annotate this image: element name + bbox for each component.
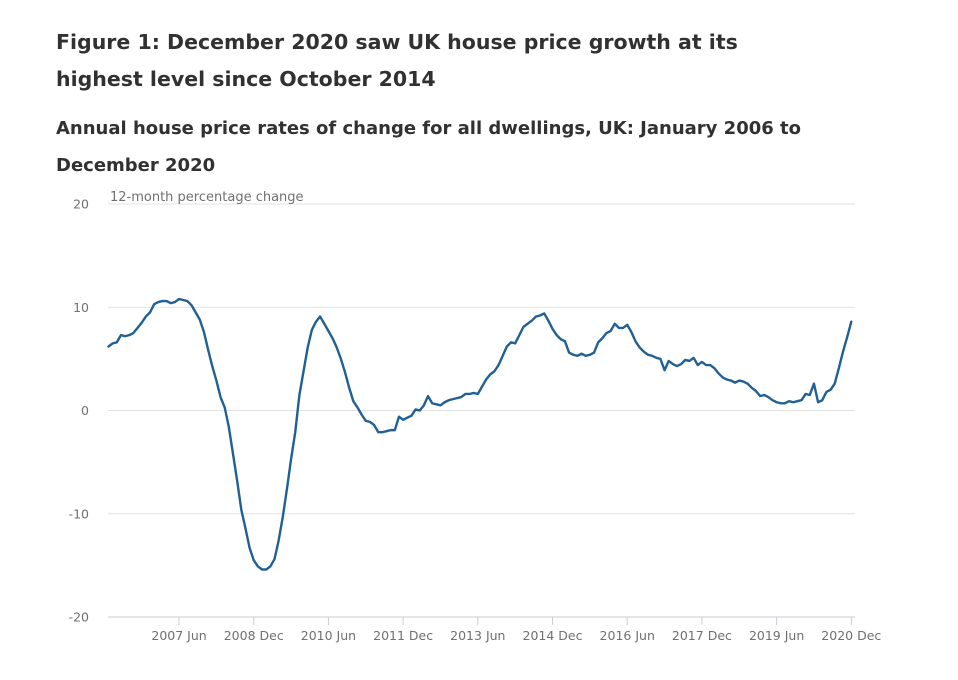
y-tick-label: 20	[73, 197, 89, 212]
figure-subtitle: Annual house price rates of change for a…	[56, 118, 802, 176]
y-tick-label: 0	[81, 403, 89, 418]
x-tick-label: 2020 Dec	[821, 628, 881, 643]
series-layer	[107, 297, 853, 571]
series-points	[108, 298, 852, 570]
y-tick-label: 10	[73, 300, 89, 315]
x-tick-label: 2014 Dec	[523, 628, 583, 643]
x-tick-label: 2011 Dec	[373, 628, 433, 643]
x-tick-label: 2013 Jun	[450, 628, 505, 643]
x-axis: 2007 Jun 2008 Dec 2010 Jun 2011 Dec 2013 Jun…	[151, 617, 881, 643]
y-tick-label: -10	[69, 506, 89, 521]
figure-title: Figure 1: December 2020 saw UK house pri…	[56, 30, 738, 91]
y-axis: 20 10 0 -10 -20	[69, 197, 89, 625]
x-tick-label: 2019 Jun	[749, 628, 804, 643]
x-tick-label: 2007 Jun	[151, 628, 206, 643]
x-tick-label: 2010 Jun	[301, 628, 356, 643]
y-axis-title: 12-month percentage change	[110, 190, 304, 205]
x-tick-label: 2017 Dec	[672, 628, 732, 643]
gridlines	[108, 203, 855, 618]
x-tick-label: 2016 Jun	[600, 628, 655, 643]
series-line	[107, 297, 853, 571]
y-tick-label: -20	[69, 610, 89, 625]
x-tick-label: 2008 Dec	[224, 628, 284, 643]
